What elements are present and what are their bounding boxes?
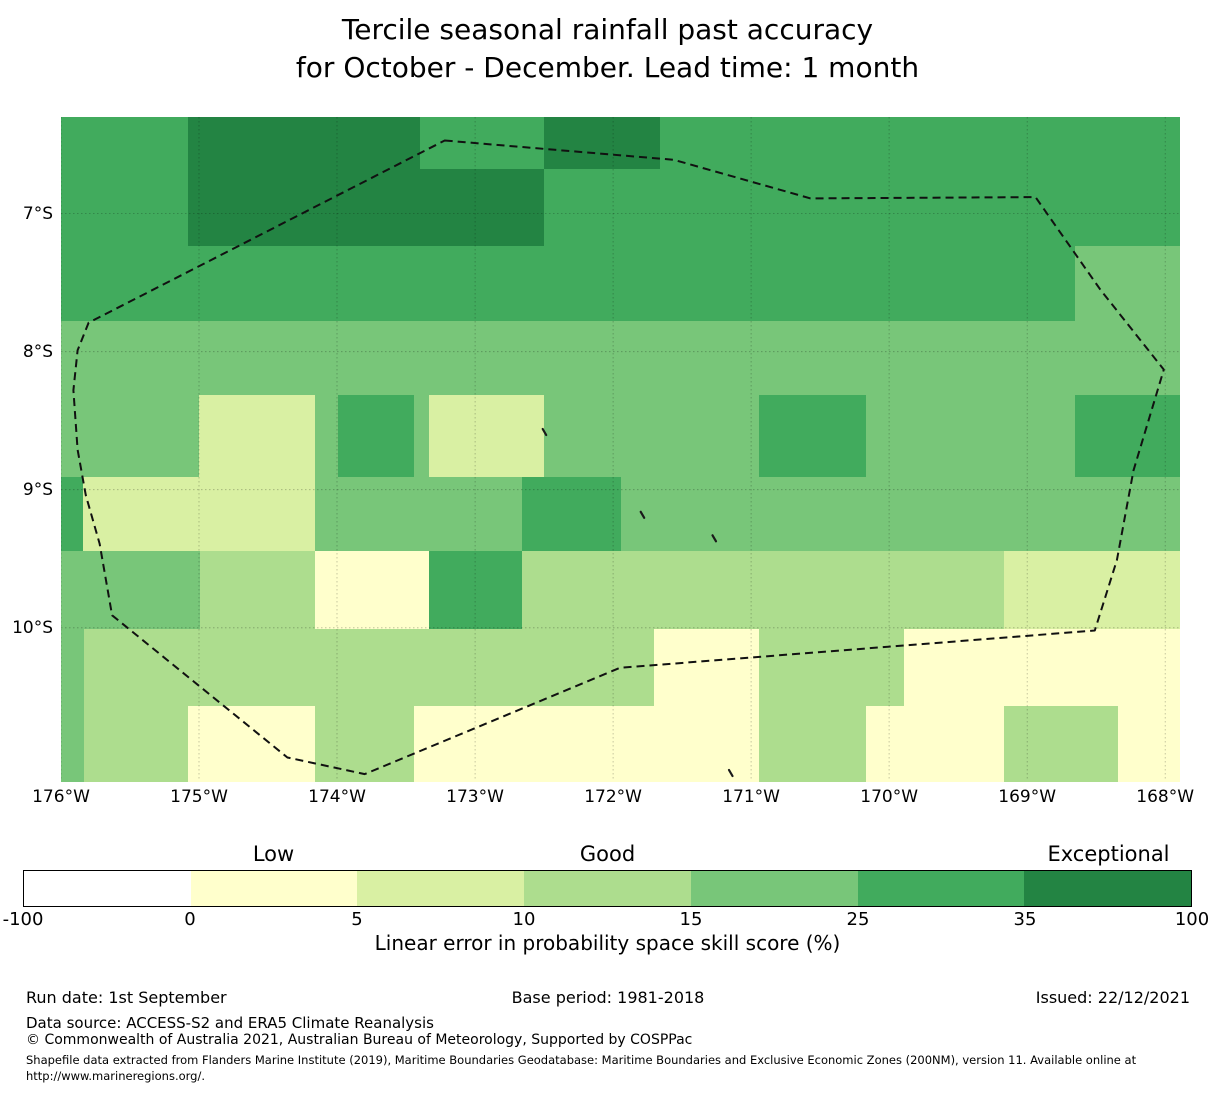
colorbar-segment <box>857 871 1025 906</box>
colorbar-category-labels: Low Good Exceptional <box>23 842 1192 869</box>
run-date: Run date: 1st September <box>26 988 227 1007</box>
colorbar-tick-label: 35 <box>1013 909 1037 930</box>
x-axis: 176°W 175°W 174°W 173°W 172°W 171°W 170°W 169°W… <box>32 787 1194 811</box>
colorbar-tick-label: 0 <box>184 909 196 930</box>
colorbar <box>23 870 1192 907</box>
y-tick-label: 9°S <box>22 479 53 500</box>
x-tick-label: 171°W <box>722 787 780 807</box>
colorbar-category-label: Low <box>252 842 295 866</box>
heatmap-cell <box>542 394 760 477</box>
heatmap-cell <box>186 705 315 782</box>
x-tick-label: 173°W <box>446 787 504 807</box>
island-mark <box>541 427 548 437</box>
x-tick-label: 170°W <box>860 787 919 807</box>
heatmap-cell <box>61 550 201 629</box>
heatmap-cell <box>81 475 315 552</box>
shapefile-note: Shapefile data extracted from Flanders M… <box>26 1053 1137 1083</box>
x-tick-label: 175°W <box>170 787 228 807</box>
heatmap-cell <box>542 117 660 170</box>
heatmap-cell <box>758 394 866 477</box>
heatmap-cell <box>83 627 655 707</box>
colorbar-segment <box>690 871 858 906</box>
colorbar-tick-label: 5 <box>351 909 363 930</box>
heatmap-cell <box>428 550 522 629</box>
heatmap-cell <box>1074 245 1181 321</box>
heatmap-cell <box>61 117 188 170</box>
heatmap-cell <box>418 117 545 170</box>
colorbar-tick-label: 15 <box>679 909 703 930</box>
heatmap-cell <box>412 394 430 477</box>
x-tick-label: 174°W <box>308 787 366 807</box>
map-overlay <box>61 117 1179 781</box>
x-tick-label: 168°W <box>1136 787 1195 807</box>
footer-line1: Run date: 1st September Base period: 198… <box>26 988 1190 1008</box>
colorbar-segment <box>357 871 525 906</box>
heatmap-cell <box>61 627 85 707</box>
y-tick-label: 7°S <box>22 203 53 224</box>
heatmap-cell <box>337 394 415 477</box>
chart-title-line1: Tercile seasonal rainfall past accuracy <box>341 13 874 46</box>
heatmap-cell <box>1116 705 1181 782</box>
heatmap-cell <box>428 394 545 477</box>
colorbar-tick-label: 100 <box>1174 909 1210 930</box>
heatmap-cell <box>1002 705 1119 782</box>
heatmap-cell <box>197 394 315 477</box>
colorbar-tick-label: 10 <box>512 909 536 930</box>
heatmap-cell <box>864 394 1076 477</box>
heatmap-cell <box>313 475 522 552</box>
heatmap-cell <box>520 475 622 552</box>
y-axis: 7°S 8°S 9°S 10°S <box>0 117 53 781</box>
colorbar-segment <box>524 871 691 906</box>
heatmap-cell <box>758 627 905 707</box>
heatmap-cell <box>520 550 1004 629</box>
island-mark <box>711 534 718 543</box>
heatmap-cell <box>653 627 760 707</box>
heatmap-cell <box>61 319 1181 396</box>
heatmap-cell <box>61 705 85 782</box>
heatmap-cell <box>61 168 188 247</box>
heatmap-cell <box>61 394 199 477</box>
x-tick-label: 172°W <box>584 787 642 807</box>
x-tick-label: 176°W <box>32 787 90 807</box>
colorbar-tick-label: -100 <box>2 909 44 930</box>
y-tick-label: 10°S <box>12 617 53 638</box>
heatmap-cell <box>313 550 430 629</box>
colorbar-tick-label: 25 <box>846 909 870 930</box>
x-tick-label: 169°W <box>998 787 1057 807</box>
heatmap-cell <box>313 705 415 782</box>
chart-title: Tercile seasonal rainfall past accuracy … <box>0 11 1215 87</box>
heatmap-cell <box>542 168 1181 247</box>
heatmap-cell <box>61 475 84 552</box>
heatmap-cell <box>412 705 760 782</box>
island-mark <box>639 510 646 519</box>
copyright: © Commonwealth of Australia 2021, Austra… <box>26 1032 693 1048</box>
eez-boundary <box>72 139 1165 776</box>
base-period: Base period: 1981-2018 <box>511 988 705 1007</box>
heatmap-cell <box>758 705 866 782</box>
map-canvas <box>61 117 1181 782</box>
heatmap-cell <box>864 705 1004 782</box>
heatmap-cell <box>658 117 1181 170</box>
data-source: Data source: ACCESS-S2 and ERA5 Climate … <box>26 1014 434 1032</box>
heatmap-cell <box>1074 394 1181 477</box>
colorbar-category-label: Exceptional <box>1047 842 1170 866</box>
issued-date: Issued: 22/12/2021 <box>1035 988 1190 1007</box>
heatmap-cell <box>1002 550 1181 629</box>
island-mark <box>727 768 734 778</box>
chart-title-line2: for October - December. Lead time: 1 mon… <box>295 51 920 84</box>
colorbar-ticks: -100 0 5 10 15 25 35 100 <box>3 909 1210 931</box>
colorbar-segment <box>24 871 191 906</box>
heatmap-cell <box>186 117 420 170</box>
heatmap-cell <box>83 705 188 782</box>
colorbar-segment <box>190 871 358 906</box>
heatmap-cell <box>313 394 339 477</box>
heatmap-cell <box>902 627 1181 707</box>
y-tick-label: 8°S <box>22 341 53 362</box>
colorbar-segment <box>1024 871 1192 906</box>
heatmap-cell <box>199 550 315 629</box>
colorbar-category-label: Good <box>579 842 636 866</box>
colorbar-axis-label: Linear error in probability space skill … <box>374 931 841 955</box>
heatmap-cell <box>61 245 1076 321</box>
